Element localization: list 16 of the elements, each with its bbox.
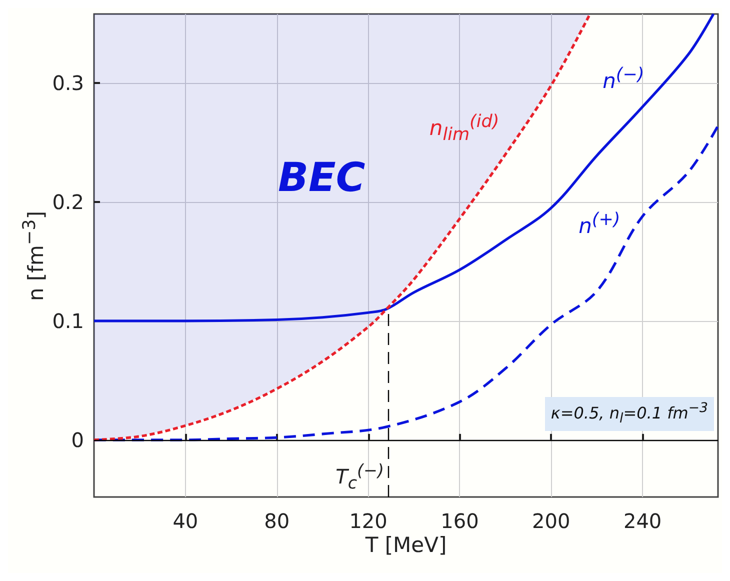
x-tick-label: 240 xyxy=(623,509,662,533)
x-tick-label: 200 xyxy=(532,509,570,533)
y-tick-label: 0.3 xyxy=(52,71,84,95)
x-tick-label: 120 xyxy=(349,509,388,533)
series-label: n$^{(−)}$ xyxy=(602,64,644,93)
line-series xyxy=(92,12,715,322)
y-tick-label: 0.2 xyxy=(52,190,84,214)
annotation: κ=0.5, n$_{l}$=0.1 fm$^{−3}$ xyxy=(544,397,714,431)
y-tick-label: 0.1 xyxy=(52,308,84,333)
series-label: n$^{(+)}$ xyxy=(578,210,620,238)
x-tick-label: 80 xyxy=(264,509,290,533)
y-tick-label: 0 xyxy=(71,428,84,452)
x-axis-title: T [MeV] xyxy=(365,533,447,557)
x-tick-label: 40 xyxy=(172,509,198,533)
annotation: BEC xyxy=(278,155,366,201)
x-tick-label: 160 xyxy=(440,509,479,533)
